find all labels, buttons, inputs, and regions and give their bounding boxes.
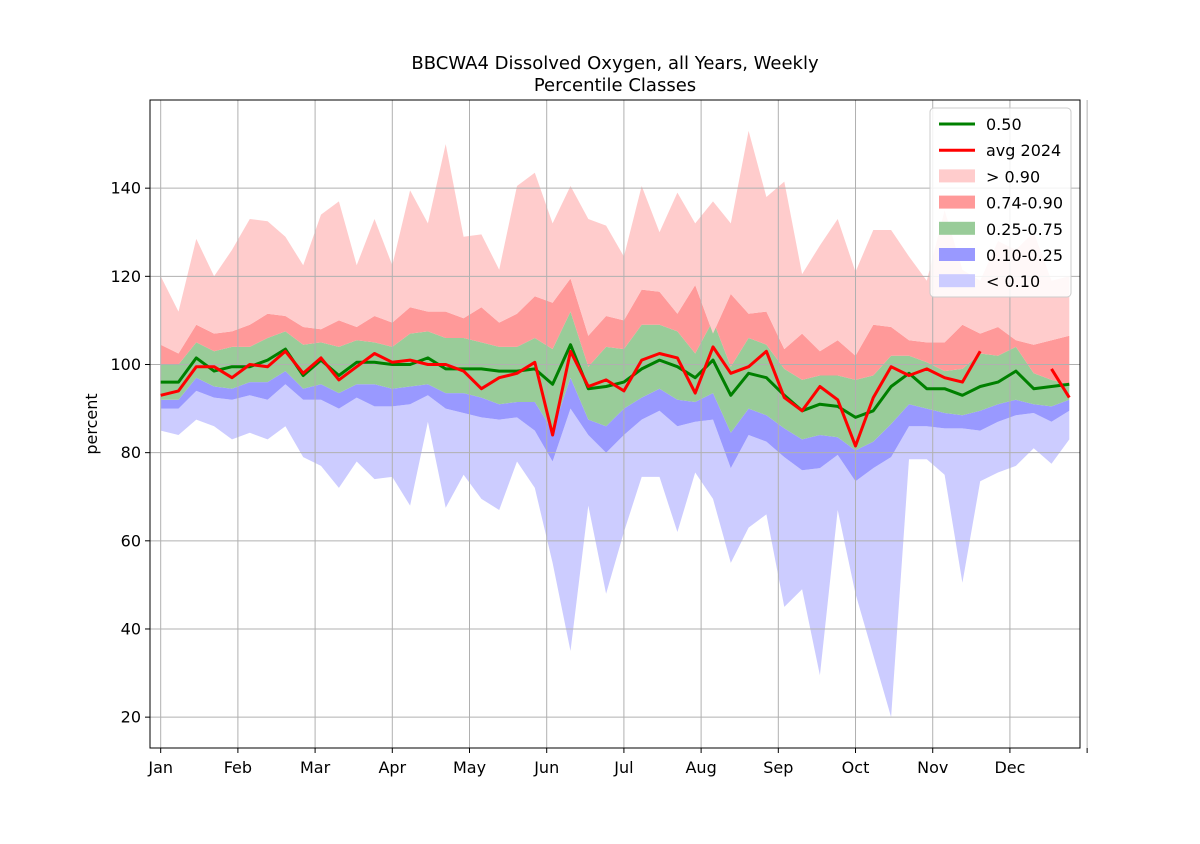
y-tick-label-120: 120: [110, 267, 141, 286]
legend-label-0-74-0-90: 0.74-0.90: [986, 194, 1063, 213]
legend-label-0-25-0-75: 0.25-0.75: [986, 220, 1063, 239]
legend-label-0-10: < 0.10: [986, 272, 1040, 291]
y-axis-label: percent: [82, 393, 101, 454]
x-tick-label-oct: Oct: [842, 758, 870, 777]
chart-title-line2: Percentile Classes: [534, 75, 696, 96]
legend-patch-swatch-0-90: [939, 169, 975, 183]
x-tick-label-dec: Dec: [994, 758, 1025, 777]
x-tick-label-jan: Jan: [147, 758, 173, 777]
legend-patch-swatch-0-74-0-90: [939, 195, 975, 209]
percentile-bands: [160, 130, 1070, 718]
grid-lines: [150, 100, 1088, 748]
legend-label-0-50: 0.50: [986, 115, 1022, 134]
legend-patch-swatch-0-10-0-25: [939, 248, 975, 261]
y-tick-label-60: 60: [121, 531, 141, 550]
legend: 0.50 avg 2024 > 0.90 0.74-0.90 0.25-0.75 0.10…: [929, 107, 1072, 298]
x-tick-label-jun: Jun: [533, 758, 559, 777]
series-line-avg-2024: [160, 345, 1071, 448]
x-tick-label-feb: Feb: [224, 758, 252, 777]
y-tick-label-40: 40: [121, 619, 141, 638]
band-0-90: [160, 130, 1070, 356]
band-0-25-0-75: [160, 311, 1070, 451]
plot-frame: [149, 99, 1081, 749]
y-tick-label-140: 140: [110, 179, 141, 198]
legend-label-0-10-0-25: 0.10-0.25: [986, 246, 1063, 265]
x-tick-label-jul: Jul: [613, 758, 633, 777]
y-tick-label-20: 20: [121, 708, 141, 727]
legend-label-0-90: > 0.90: [986, 167, 1040, 186]
axes: Jan Feb Mar Apr May Jun Jul Aug Sep Oct Nov Dec 20 40…: [110, 179, 1088, 777]
y-tick-label-80: 80: [121, 443, 141, 462]
x-tick-label-mar: Mar: [300, 758, 331, 777]
y-tick-label-100: 100: [110, 355, 141, 374]
legend-label-avg-2024: avg 2024: [986, 141, 1061, 160]
x-tick-label-apr: Apr: [378, 758, 406, 777]
legend-patch-swatch-0-10: [939, 274, 975, 288]
series-lines: [160, 343, 1071, 448]
x-tick-label-sep: Sep: [763, 758, 793, 777]
band-0-10-0-25: [160, 371, 1070, 482]
chart-title-line1: BBCWA4 Dissolved Oxygen, all Years, Week…: [411, 53, 819, 74]
x-tick-label-nov: Nov: [917, 758, 948, 777]
legend-patch-swatch-0-25-0-75: [939, 221, 975, 235]
band-0-74-0-90: [160, 278, 1070, 385]
band-0-10: [160, 384, 1070, 718]
x-tick-label-aug: Aug: [685, 758, 716, 777]
x-tick-label-may: May: [453, 758, 486, 777]
